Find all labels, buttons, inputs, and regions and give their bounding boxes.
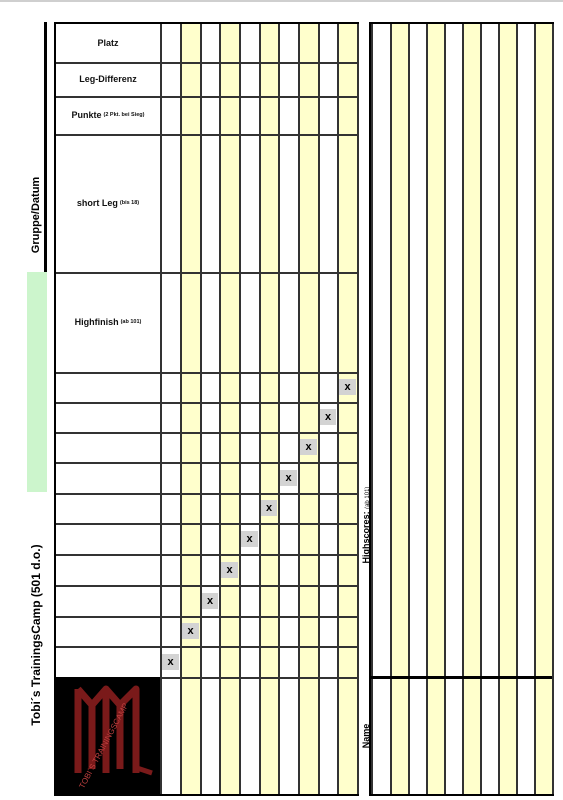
row-divider: [56, 272, 357, 274]
highscore-column: [444, 24, 462, 794]
logo-graphic: TOBI´S TRAININGSCAMP: [74, 685, 153, 790]
row-divider: [56, 646, 357, 648]
highscore-column: [534, 24, 552, 794]
diagonal-x-mark: x: [182, 623, 199, 639]
highscore-divider: [426, 24, 428, 794]
column-divider: [298, 24, 300, 794]
highscore-column: [426, 24, 444, 794]
highscore-divider: [498, 24, 500, 794]
top-divider: [0, 0, 563, 2]
column-divider: [337, 24, 339, 794]
name-label: Name: [361, 723, 371, 749]
match-column: [337, 24, 357, 794]
group-date-label: Gruppe/Datum: [30, 176, 42, 254]
row-divider: [56, 554, 357, 556]
column-divider: [180, 24, 182, 794]
row-divider: [56, 62, 357, 64]
green-band: [27, 272, 47, 492]
row-label-short-leg: short Leg (bis 18): [56, 134, 160, 272]
highscore-column: [480, 24, 498, 794]
highscore-column: [498, 24, 516, 794]
column-divider: [200, 24, 202, 794]
diagonal-x-mark: x: [162, 654, 179, 670]
group-bar: [44, 22, 47, 272]
diagonal-x-mark: x: [300, 439, 317, 455]
highscore-divider: [444, 24, 446, 794]
highscore-divider: [408, 24, 410, 794]
highscores-sub: (ab 101): [365, 486, 371, 509]
match-column: [160, 24, 180, 794]
sheet-title: Tobi´s TrainingsCamp (501 d.o.): [29, 544, 43, 726]
match-column: [278, 24, 298, 794]
column-divider: [357, 24, 359, 794]
row-divider: [56, 462, 357, 464]
row-divider: [56, 134, 357, 136]
highscore-column: [408, 24, 426, 794]
diagonal-x-mark: x: [320, 409, 336, 425]
column-divider: [239, 24, 241, 794]
highscore-column: [516, 24, 534, 794]
row-divider: [56, 677, 357, 679]
highscore-divider: [516, 24, 518, 794]
row-label-leg-differenz: Leg-Differenz: [56, 62, 160, 96]
diagonal-x-mark: x: [202, 593, 218, 609]
match-column: [298, 24, 318, 794]
diagonal-x-mark: x: [221, 562, 238, 578]
row-divider: [56, 372, 357, 374]
column-divider: [278, 24, 280, 794]
row-label-platz: Platz: [56, 24, 160, 62]
column-divider: [318, 24, 320, 794]
row-label-short-leg-text: short Leg: [76, 198, 118, 208]
match-column: [239, 24, 259, 794]
row-divider: [56, 432, 357, 434]
match-column: [259, 24, 278, 794]
logo-image: TOBI´S TRAININGSCAMP: [56, 677, 160, 794]
highscores-label: Highscores: (ab 101): [361, 487, 371, 564]
row-label-punkte-text: Punkte: [71, 110, 102, 120]
column-divider: [160, 24, 162, 794]
highscore-column: [390, 24, 408, 794]
row-label-highfinish-text: Highfinish: [74, 317, 119, 327]
highscore-column: [462, 24, 480, 794]
name-divider: [371, 676, 552, 679]
highscores-title: Highscores:: [361, 511, 371, 564]
row-divider: [56, 402, 357, 404]
highscore-divider: [462, 24, 464, 794]
diagonal-x-mark: x: [261, 500, 277, 516]
row-label-punkte-sub: (2 Pkt. bei Sieg): [103, 112, 145, 118]
row-label-platz-text: Platz: [97, 38, 119, 48]
highscore-divider: [552, 24, 554, 794]
highscore-divider: [371, 24, 373, 794]
row-label-leg-differenz-text: Leg-Differenz: [79, 74, 137, 84]
row-divider: [56, 523, 357, 525]
highscore-column: [371, 24, 390, 794]
diagonal-x-mark: x: [241, 531, 258, 547]
row-label-highfinish: Highfinish (ab 101): [56, 272, 160, 372]
column-divider: [219, 24, 221, 794]
row-divider: [56, 616, 357, 618]
row-divider: [56, 585, 357, 587]
row-divider: [56, 96, 357, 98]
row-label-highfinish-sub: (ab 101): [120, 319, 142, 325]
match-column: [219, 24, 239, 794]
match-column: [180, 24, 200, 794]
highscore-divider: [390, 24, 392, 794]
highscore-divider: [480, 24, 482, 794]
highscore-divider: [534, 24, 536, 794]
diagonal-x-mark: x: [339, 379, 356, 395]
diagonal-x-mark: x: [280, 470, 297, 486]
row-label-short-leg-sub: (bis 18): [119, 200, 140, 206]
column-divider: [259, 24, 261, 794]
row-divider: [56, 493, 357, 495]
row-label-punkte: Punkte (2 Pkt. bei Sieg): [56, 96, 160, 134]
